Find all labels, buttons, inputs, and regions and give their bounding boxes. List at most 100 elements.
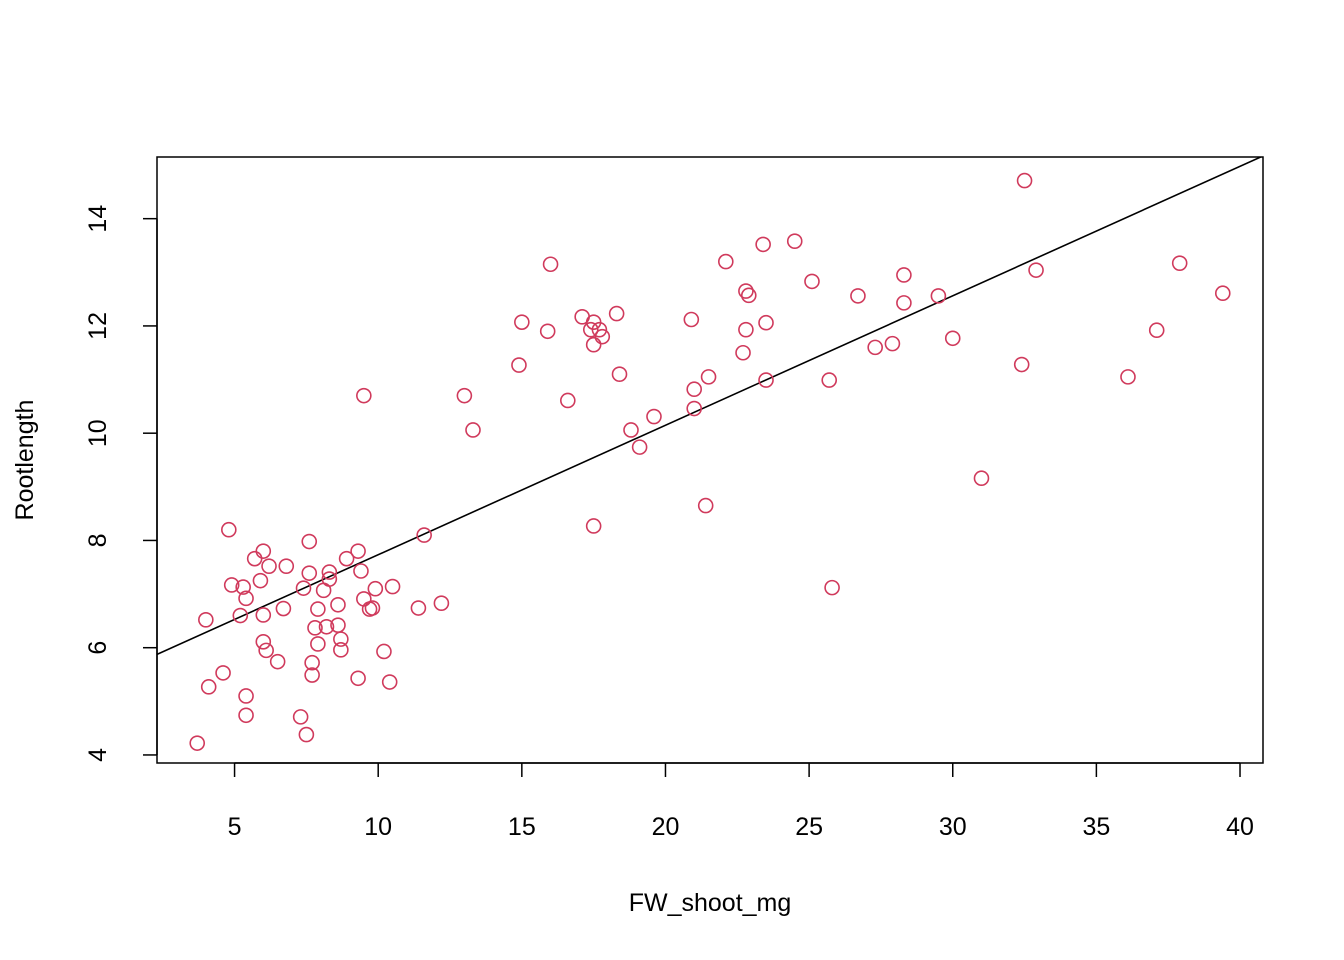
x-tick-label: 15	[508, 813, 536, 841]
data-point	[301, 565, 318, 581]
data-point	[189, 735, 206, 751]
data-point	[821, 372, 838, 388]
data-point	[304, 654, 320, 671]
x-axis: 5 10 15 20 25 30 35 40	[228, 762, 1254, 841]
y-tick-label: 4	[84, 748, 112, 762]
data-point	[353, 563, 369, 579]
data-point	[269, 653, 286, 670]
data-point	[200, 679, 217, 695]
data-point	[333, 631, 349, 647]
data-point	[585, 336, 602, 353]
x-tick-label: 40	[1226, 813, 1254, 841]
x-tick-label: 25	[795, 813, 823, 841]
data-point	[307, 620, 323, 636]
y-axis: 4 6 8 10 12 14	[84, 205, 158, 762]
data-point	[896, 267, 912, 283]
data-point	[298, 726, 315, 743]
data-point	[738, 321, 754, 338]
y-tick-label: 14	[84, 205, 112, 233]
y-tick-label: 8	[84, 533, 112, 547]
data-point	[246, 550, 263, 567]
data-point	[381, 674, 398, 690]
x-axis-label: FW_shoot_mg	[629, 889, 792, 917]
data-point	[318, 618, 335, 635]
data-point	[198, 612, 214, 628]
data-point	[804, 273, 820, 290]
data-point	[255, 543, 272, 559]
data-point	[646, 408, 662, 425]
data-point	[786, 233, 803, 249]
data-point	[559, 392, 576, 409]
data-point	[465, 422, 481, 438]
data-point	[350, 670, 366, 687]
data-point	[310, 636, 326, 652]
plot-area	[157, 157, 1263, 751]
data-point	[223, 577, 240, 593]
data-point	[539, 323, 556, 340]
data-point	[356, 387, 372, 404]
data-point	[255, 633, 272, 650]
x-tick-label: 30	[939, 813, 967, 841]
x-tick-label: 20	[652, 813, 680, 841]
data-point	[697, 497, 714, 514]
data-point	[433, 595, 450, 611]
data-point	[255, 607, 272, 623]
data-point	[384, 578, 401, 595]
data-point	[686, 381, 703, 398]
data-point	[261, 558, 277, 574]
data-point	[1171, 255, 1188, 271]
data-point	[514, 314, 530, 330]
data-point	[235, 579, 251, 595]
data-point	[1120, 369, 1136, 385]
data-point	[350, 543, 366, 559]
data-point	[686, 400, 703, 417]
data-point	[631, 439, 648, 455]
data-point	[333, 642, 349, 658]
data-point	[717, 253, 734, 270]
data-point	[304, 667, 320, 683]
data-point	[301, 533, 318, 550]
data-point	[585, 518, 602, 534]
data-point	[740, 287, 757, 304]
data-point	[1013, 356, 1030, 373]
regression-line	[157, 157, 1263, 656]
data-point	[1148, 322, 1165, 339]
x-tick-label: 5	[228, 813, 242, 841]
data-point	[456, 387, 473, 404]
data-point	[356, 591, 372, 607]
data-point	[321, 571, 338, 587]
plot-frame	[156, 156, 1264, 764]
data-point	[944, 330, 961, 347]
data-point	[824, 579, 840, 596]
data-point	[275, 600, 292, 617]
data-point	[755, 236, 771, 253]
data-point	[410, 600, 427, 616]
data-point	[758, 314, 774, 331]
data-point	[623, 422, 639, 438]
data-point	[215, 665, 231, 681]
data-point	[232, 607, 249, 624]
data-point	[896, 295, 912, 311]
data-point	[1214, 285, 1231, 302]
data-point	[295, 580, 312, 596]
data-point	[258, 642, 274, 659]
data-point	[683, 311, 700, 328]
data-point	[973, 470, 990, 487]
x-tick-label: 10	[364, 813, 392, 841]
data-point	[238, 590, 254, 607]
y-tick-label: 6	[84, 641, 112, 655]
y-tick-label: 12	[84, 312, 112, 340]
data-point	[738, 283, 754, 299]
data-point	[376, 643, 392, 660]
data-point	[1016, 172, 1033, 189]
x-tick-label: 35	[1082, 813, 1110, 841]
data-point	[867, 339, 883, 356]
data-points	[189, 172, 1231, 751]
data-point	[278, 558, 295, 574]
data-point	[221, 521, 237, 538]
data-point	[884, 335, 901, 352]
data-point	[367, 580, 384, 597]
data-point	[700, 369, 717, 385]
data-point	[611, 366, 628, 382]
